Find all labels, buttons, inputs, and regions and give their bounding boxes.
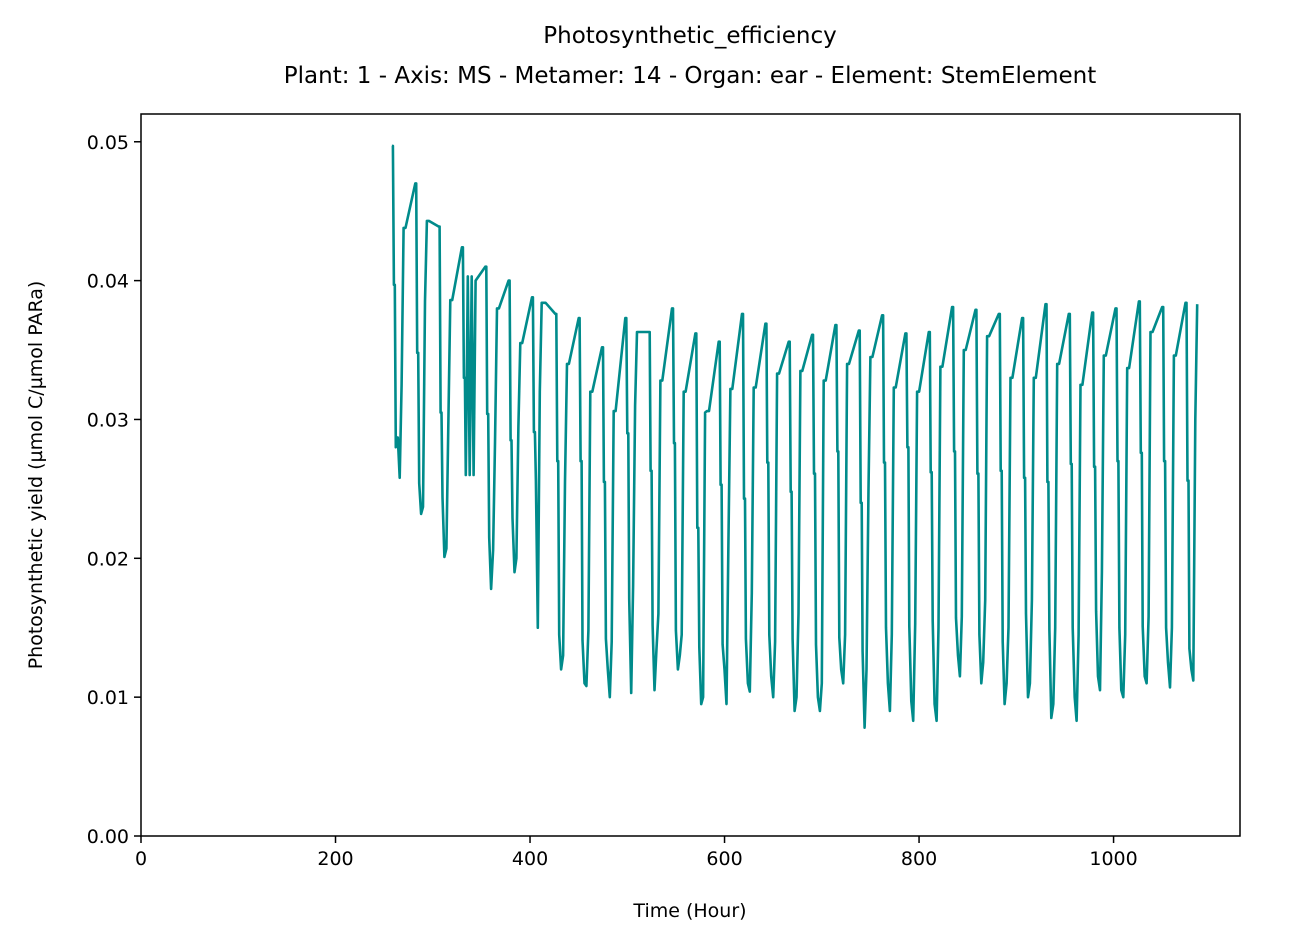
x-tick-label: 600 bbox=[706, 848, 742, 870]
x-tick-label: 800 bbox=[901, 848, 937, 870]
chart-title: Photosynthetic_efficiency bbox=[543, 23, 837, 49]
series-line-0 bbox=[391, 144, 1199, 730]
series-layer bbox=[391, 144, 1199, 730]
y-tick-label: 0.01 bbox=[87, 687, 129, 709]
y-tick-label: 0.04 bbox=[87, 271, 129, 293]
x-tick-label: 400 bbox=[512, 848, 548, 870]
y-tick-label: 0.02 bbox=[87, 548, 129, 570]
y-axis: 0.00 0.01 0.02 0.03 0.04 0.05 bbox=[87, 132, 141, 848]
x-tick-label: 1000 bbox=[1089, 848, 1137, 870]
x-tick-label: 200 bbox=[317, 848, 353, 870]
plot-frame bbox=[140, 113, 1241, 837]
y-tick-label: 0.05 bbox=[87, 132, 129, 154]
x-axis-label: Time (Hour) bbox=[632, 900, 746, 922]
y-axis-label: Photosynthetic yield (µmol C/µmol PARa) bbox=[25, 281, 47, 670]
x-axis: 0 200 400 600 800 1000 bbox=[135, 836, 1138, 870]
x-tick-label: 0 bbox=[135, 848, 147, 870]
y-tick-label: 0.03 bbox=[87, 409, 129, 431]
chart-subtitle: Plant: 1 - Axis: MS - Metamer: 14 - Orga… bbox=[284, 63, 1096, 89]
y-tick-label: 0.00 bbox=[87, 826, 129, 848]
